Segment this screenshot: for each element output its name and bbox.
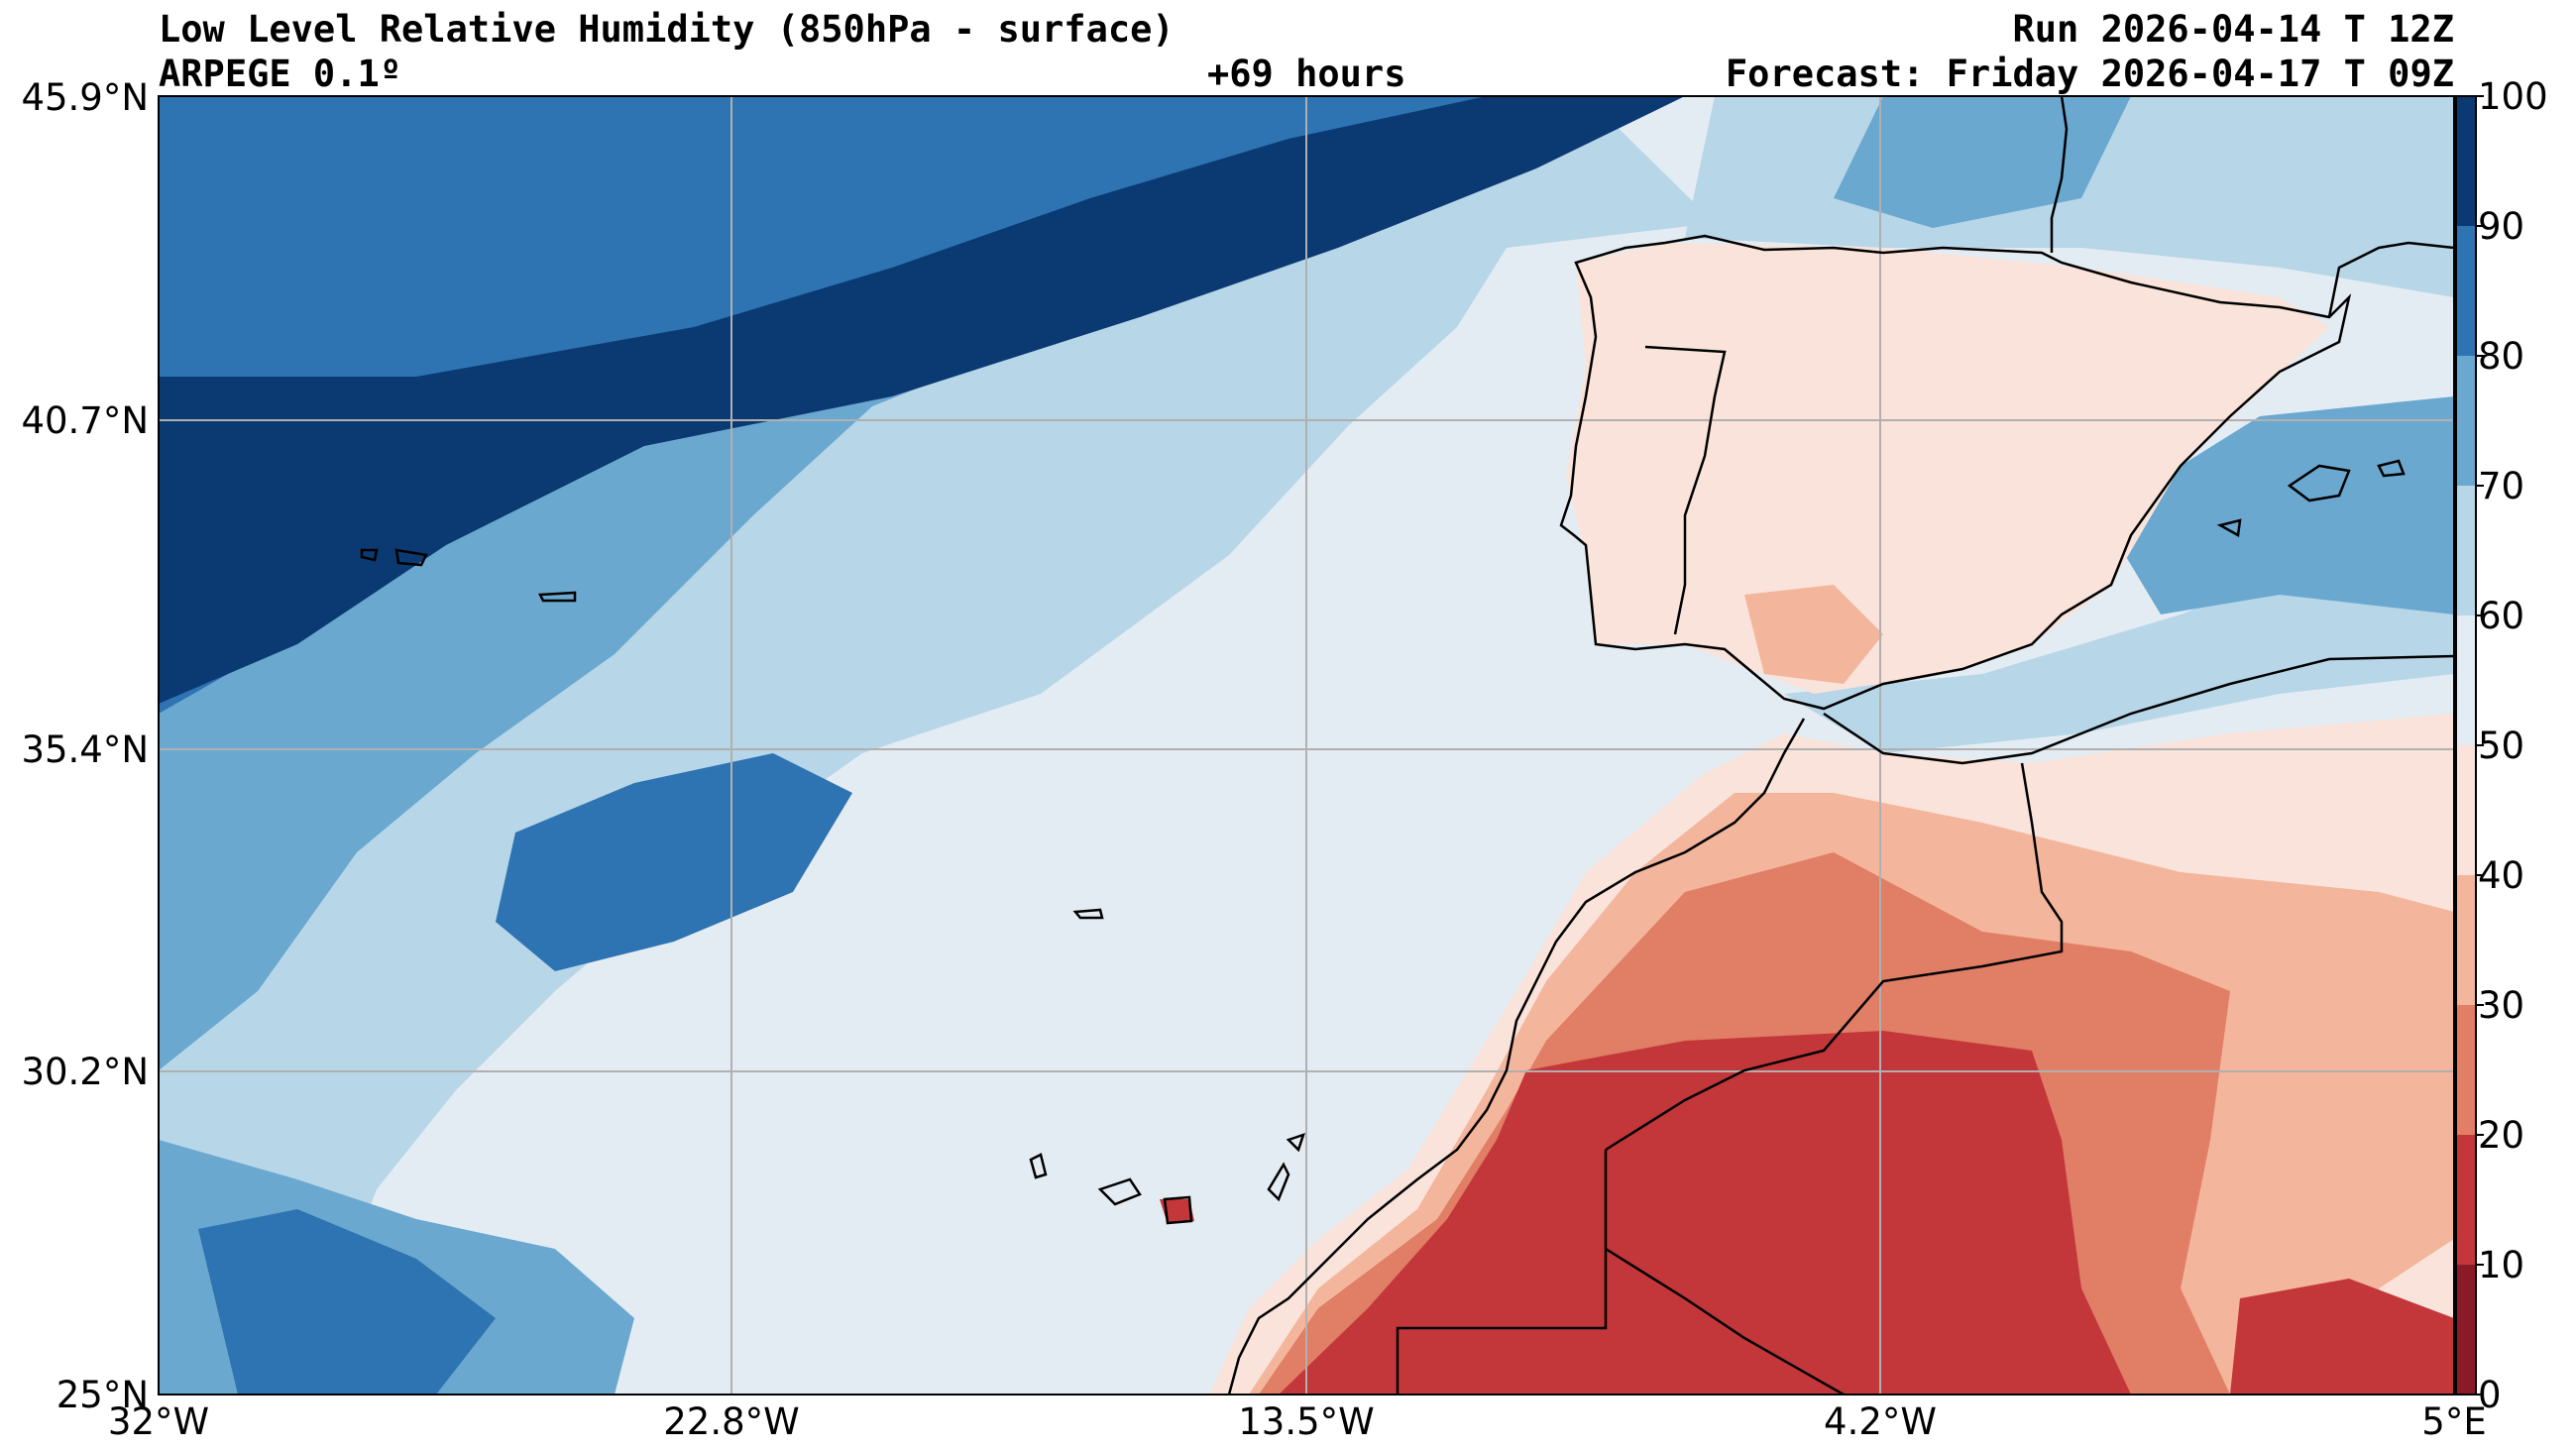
- colorbar-label-80: 80: [2478, 335, 2525, 378]
- lon-label-5e: 5°E: [2421, 1400, 2487, 1443]
- africa-very-dry: [1279, 1031, 2131, 1395]
- mauritania-border: [1605, 1247, 1845, 1395]
- balearic-moist-mid: [2101, 396, 2454, 614]
- canary-4: [1267, 1162, 1290, 1202]
- minorca: [2377, 459, 2406, 478]
- colorbar-segment: [2456, 96, 2476, 227]
- lon-label-4-2w: 4.2°W: [1824, 1400, 1937, 1443]
- colorbar-frame: [2455, 95, 2477, 1396]
- moist-patch-sw-dark: [198, 1209, 496, 1395]
- morocco-algeria-border: [1605, 762, 2064, 1152]
- colorbar-segment: [2456, 745, 2476, 876]
- colorbar-label-20: 20: [2478, 1114, 2525, 1157]
- sahara-very-dry-east: [2230, 1279, 2454, 1395]
- colorbar-segment: [2456, 1135, 2476, 1266]
- iberia-light-dry: [1566, 243, 2329, 694]
- lat-label-45-9: 45.9°N: [21, 76, 149, 119]
- colorbar-segment: [2456, 356, 2476, 487]
- canary-3: [1163, 1195, 1193, 1225]
- graticule: [159, 96, 2454, 1395]
- western-sahara-border: [1396, 1150, 1608, 1395]
- lat-label-40-7: 40.7°N: [21, 399, 149, 442]
- colorbar-label-40: 40: [2478, 854, 2525, 897]
- colorbar-segment: [2456, 226, 2476, 357]
- lead-time-label: +69 hours: [1207, 53, 1406, 95]
- portugal-spain-border: [1644, 345, 1727, 635]
- colorbar-label-0: 0: [2478, 1374, 2502, 1416]
- france-med-coast: [2327, 241, 2454, 318]
- colorbar-label-70: 70: [2478, 465, 2525, 507]
- colorbar-label-10: 10: [2478, 1244, 2525, 1286]
- lat-label-35-4: 35.4°N: [21, 728, 149, 771]
- colorbar-segment: [2456, 875, 2476, 1006]
- colorbar-segment: [2456, 486, 2476, 616]
- france-coast: [2050, 96, 2069, 253]
- ibiza: [2216, 518, 2242, 537]
- iberia-coast: [1559, 234, 2352, 711]
- canary-2: [1097, 1177, 1142, 1206]
- map-frame: [158, 95, 2455, 1396]
- lon-label-32w: 32°W: [107, 1400, 210, 1443]
- coastlines: [360, 96, 2454, 1395]
- azores-3: [538, 591, 577, 603]
- map-title: Low Level Relative Humidity (850hPa - su…: [159, 8, 1175, 51]
- run-label: Run 2026-04-14 T 12Z: [2012, 8, 2454, 51]
- azores-1: [360, 548, 379, 562]
- algeria-coast: [1823, 654, 2454, 765]
- colorbar-label-90: 90: [2478, 205, 2525, 248]
- azores-2: [394, 548, 428, 567]
- colorbar-segment: [2456, 615, 2476, 746]
- moist-patch-west: [496, 753, 852, 971]
- canary-1: [1029, 1153, 1048, 1179]
- colorbar-label-100: 100: [2478, 75, 2548, 118]
- model-label: ARPEGE 0.1º: [159, 53, 402, 95]
- moist-band-strong: [159, 96, 1507, 714]
- canary-dry-cell: [1160, 1199, 1194, 1224]
- mallorca: [2287, 464, 2351, 503]
- lon-label-13-5w: 13.5°W: [1238, 1400, 1375, 1443]
- colorbar-label-30: 30: [2478, 984, 2525, 1027]
- lat-label-25: 25°N: [56, 1374, 149, 1416]
- lon-label-22-8w: 22.8°W: [663, 1400, 800, 1443]
- forecast-label: Forecast: Friday 2026-04-17 T 09Z: [1725, 53, 2454, 95]
- iberia-dry-patch: [1744, 585, 1883, 684]
- colorbar-label-60: 60: [2478, 595, 2525, 637]
- lat-label-30-2: 30.2°N: [21, 1051, 149, 1093]
- africa-coast: [1227, 718, 1806, 1395]
- moist-band-core: [159, 96, 1685, 704]
- madeira: [1072, 908, 1104, 920]
- canary-5: [1286, 1133, 1305, 1153]
- colorbar-segment: [2456, 1005, 2476, 1136]
- colorbar-segment: [2456, 1265, 2476, 1396]
- colorbar: [2455, 95, 2484, 1396]
- colorbar-label-50: 50: [2478, 725, 2525, 767]
